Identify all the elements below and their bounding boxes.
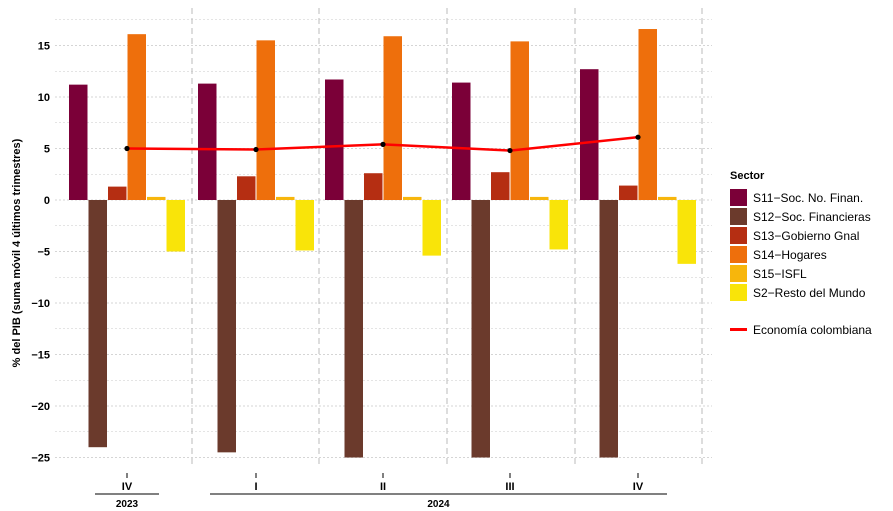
year-label: 2023 [116,499,139,510]
bar [276,196,295,200]
y-axis-label: % del PIB (suma móvil 4 últimos trimestr… [11,138,23,367]
bar [127,34,146,200]
bar [658,196,677,200]
y-tick-label: −25 [31,453,50,465]
line-point [635,134,641,140]
x-category-label: IV [633,481,644,493]
line-point [124,145,130,152]
line-point [253,146,259,153]
bar [295,200,314,251]
legend-item-label: S2−Resto del Mundo [753,285,866,300]
y-tick-label: −20 [31,401,50,413]
legend-item: S11−Soc. No. Finan. [730,188,872,207]
bars-layer [69,29,696,458]
bar [403,196,422,200]
bar [237,176,256,200]
y-tick-label: 15 [38,41,50,53]
legend-item-label: Economía colombiana [753,322,872,337]
legend-swatch [730,284,747,301]
bar [108,186,127,200]
legend-item-label: S11−Soc. No. Finan. [753,190,864,205]
bar [344,200,363,458]
legend-items: S11−Soc. No. Finan. S12−Soc. Financieras S… [730,188,872,302]
bar [217,200,236,453]
bar [166,200,185,252]
legend-title: Sector [730,170,765,182]
legend-swatch [730,246,747,263]
bar [364,173,383,200]
bar [638,29,657,200]
x-category-label: I [254,481,257,493]
legend-line-swatch [730,328,747,331]
bar [580,69,599,200]
x-category-label: III [505,481,514,493]
legend: Sector S11−Soc. No. Finan. S12−Soc. Finan… [730,170,872,339]
legend-item: S12−Soc. Financieras [730,207,872,226]
y-tick-label: −15 [31,350,50,362]
legend-swatch [730,208,747,225]
year-label: 2024 [427,499,450,510]
bar [325,79,344,200]
x-category-label: IV [122,481,133,493]
bar [69,84,88,200]
legend-swatch [730,189,747,206]
legend-item-label: S14−Hogares [753,247,827,262]
bar [677,200,696,264]
y-tick-label: 5 [44,144,50,156]
bar [619,185,638,200]
line-point [380,141,386,147]
y-tick-label: −5 [37,247,50,259]
bar [422,200,441,256]
bar [452,82,471,200]
line-point [507,147,513,154]
bar [383,36,402,201]
legend-swatch [730,265,747,282]
bar [88,200,107,448]
bar [599,200,618,458]
legend-item: S2−Resto del Mundo [730,283,872,302]
y-tick-label: −10 [31,298,50,310]
y-tick-label: 10 [38,92,50,104]
y-tick-label: 0 [44,195,50,207]
legend-item-label: S13−Gobierno Gnal [753,228,860,243]
bar [491,172,510,200]
legend-item: S14−Hogares [730,245,872,264]
bar [510,41,529,200]
bar [549,200,568,250]
x-category-label: II [380,481,386,493]
bar [471,200,490,458]
bar [147,196,166,200]
bar [198,83,217,200]
legend-item-label: S12−Soc. Financieras [753,209,871,224]
bar [530,196,549,200]
line-layer [124,134,641,154]
legend-item-economia: Economía colombiana [730,320,872,339]
legend-item-label: S15−ISFL [753,266,807,281]
legend-item: S15−ISFL [730,264,872,283]
legend-item: S13−Gobierno Gnal [730,226,872,245]
bar [256,40,275,200]
legend-swatch [730,227,747,244]
